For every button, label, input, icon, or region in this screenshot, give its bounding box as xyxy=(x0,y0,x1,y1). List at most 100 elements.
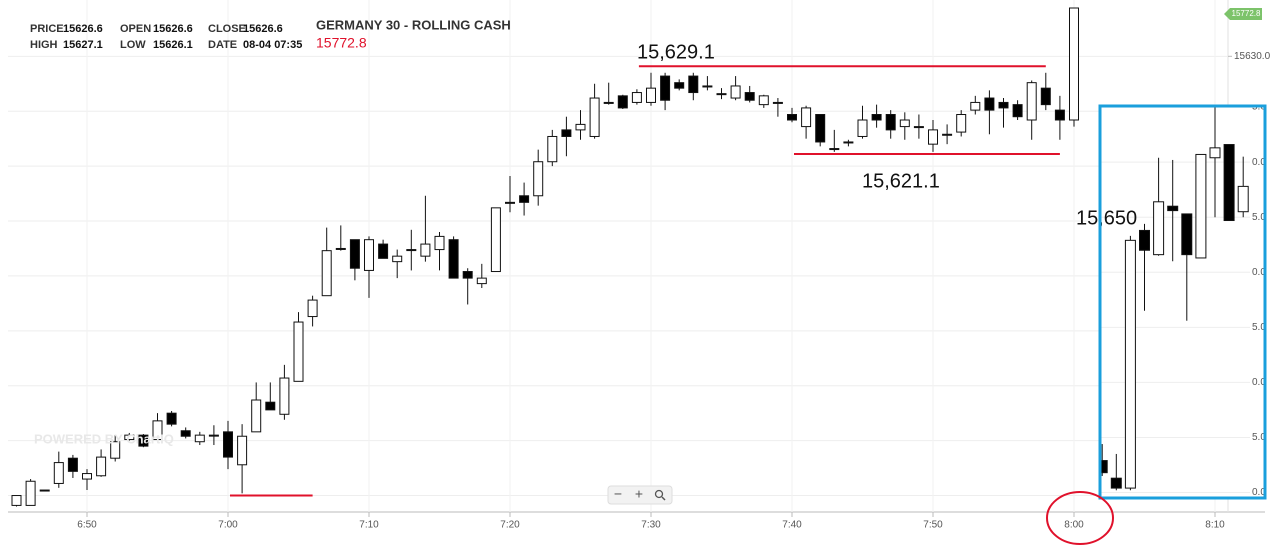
candle-body-up xyxy=(1209,147,1221,159)
field-value: 15627.1 xyxy=(63,39,103,51)
candle-body-down xyxy=(1139,229,1150,251)
zoom-reset[interactable] xyxy=(654,489,666,501)
candle-body-up xyxy=(857,119,868,137)
candle-body-down xyxy=(660,75,671,101)
last-price: 15772.8 xyxy=(316,35,367,51)
candle-body-up xyxy=(956,114,967,133)
candle-body-up xyxy=(942,133,953,136)
y-tick-label: 0.0 xyxy=(1252,487,1266,498)
candle-body-up xyxy=(420,243,431,257)
candle-body-up xyxy=(96,456,107,477)
candle-body-up xyxy=(251,399,262,433)
field-label: PRICE xyxy=(30,23,64,35)
candle-body-up xyxy=(716,93,727,96)
candle-body-up xyxy=(82,473,92,480)
candle-body-up xyxy=(279,377,290,415)
candle-body-down xyxy=(1012,104,1023,118)
candle-body-up xyxy=(603,101,614,104)
candle-body-up xyxy=(53,462,64,484)
candle-body-up xyxy=(1153,201,1165,256)
inset-frame xyxy=(1098,104,1267,500)
x-tick-label: 7:30 xyxy=(641,520,661,531)
candle-body-down xyxy=(349,239,360,269)
candle-body-up xyxy=(772,101,783,104)
x-tick-label: 8:00 xyxy=(1064,520,1084,531)
candle-body-up xyxy=(646,87,656,103)
candle-body-up xyxy=(1237,185,1249,213)
candle-body-down xyxy=(1110,477,1122,489)
candle-body-up xyxy=(928,129,938,145)
field-label: LOW xyxy=(120,39,146,51)
candle-body-down xyxy=(462,271,473,279)
candle-body-up xyxy=(899,119,910,128)
field-label: DATE xyxy=(208,39,237,51)
field-value: 15626.6 xyxy=(153,23,193,35)
candle-body-up xyxy=(843,141,854,144)
field-label: HIGH xyxy=(30,39,58,51)
candle-body-down xyxy=(1181,213,1193,256)
candle-body-down xyxy=(519,195,530,203)
level-label: 15,629.1 xyxy=(637,41,715,63)
field-value: 08-04 07:35 xyxy=(243,39,302,51)
y-tick-label: 0.0 xyxy=(1252,267,1266,278)
candle-body-down xyxy=(67,457,78,472)
candle-body-down xyxy=(1223,144,1235,222)
x-tick-label: 7:20 xyxy=(500,520,520,531)
candle-body-down xyxy=(180,430,191,437)
instrument-title: GERMANY 30 - ROLLING CASH xyxy=(316,17,511,32)
candle-body-up xyxy=(392,255,403,263)
candle-body-down xyxy=(1100,460,1108,474)
candle-body-down xyxy=(448,239,459,279)
candle-body-up xyxy=(702,85,713,88)
candle-body-down xyxy=(1054,109,1065,121)
candle-body-up xyxy=(364,239,374,271)
y-tick-label: 5.0 xyxy=(1252,212,1266,223)
y-tick-label: 0.0 xyxy=(1252,157,1266,168)
candle-body-down xyxy=(1167,205,1179,212)
candle-body-up xyxy=(575,123,586,131)
y-tick-label: 15630.0 xyxy=(1234,51,1271,62)
candle-body-up xyxy=(208,434,219,437)
zoom-in[interactable]: + xyxy=(635,486,643,502)
candle-body-up xyxy=(152,420,163,441)
zoom-out[interactable]: − xyxy=(614,486,622,502)
candle-body-down xyxy=(561,129,572,137)
price-badge-label: 15772.8 xyxy=(1232,9,1261,18)
y-tick-label: 5.0 xyxy=(1252,432,1266,443)
x-tick-label: 6:50 xyxy=(77,520,97,531)
candle-body-down xyxy=(871,114,882,121)
candle-body-up xyxy=(476,277,487,285)
candle-body-up xyxy=(533,161,544,197)
zoom-bar xyxy=(607,485,673,505)
highlight-circle xyxy=(1046,491,1114,545)
y-tick-label: 5.0 xyxy=(1252,102,1266,113)
watermark: POWERED BY ChartIQ xyxy=(34,431,174,446)
inset-background xyxy=(1100,106,1265,498)
candle-body-up xyxy=(39,489,50,492)
field-value: 15626.1 xyxy=(153,39,193,51)
candle-body-down xyxy=(688,75,699,94)
x-tick-label: 7:40 xyxy=(782,520,802,531)
candle-body-up xyxy=(1026,82,1037,121)
candle-body-up xyxy=(1124,239,1136,489)
candle-body-down xyxy=(265,401,276,411)
y-tick-label: 5.0 xyxy=(1252,322,1266,333)
zoom-controls: − + xyxy=(607,485,673,505)
inset-plot: 5.0 0.0 5.0 0.0 5.0 0.0 5.0 0.0 xyxy=(1100,102,1266,498)
candle-body-up xyxy=(237,435,248,466)
candle-body-up xyxy=(631,92,642,103)
candle-body-up xyxy=(829,148,840,151)
x-tick-label: 8:10 xyxy=(1205,520,1225,531)
candle-body-down xyxy=(998,101,1009,109)
field-value: 15626.6 xyxy=(243,23,283,35)
candle-body-up xyxy=(801,107,812,128)
price-badge xyxy=(1224,8,1262,20)
candle-body-down xyxy=(166,412,177,425)
candle-body-down xyxy=(744,92,755,101)
candle-body-down xyxy=(223,431,233,458)
candle-body-up xyxy=(406,249,417,252)
x-tick-label: 7:00 xyxy=(218,520,238,531)
candle-body-up xyxy=(730,85,741,99)
